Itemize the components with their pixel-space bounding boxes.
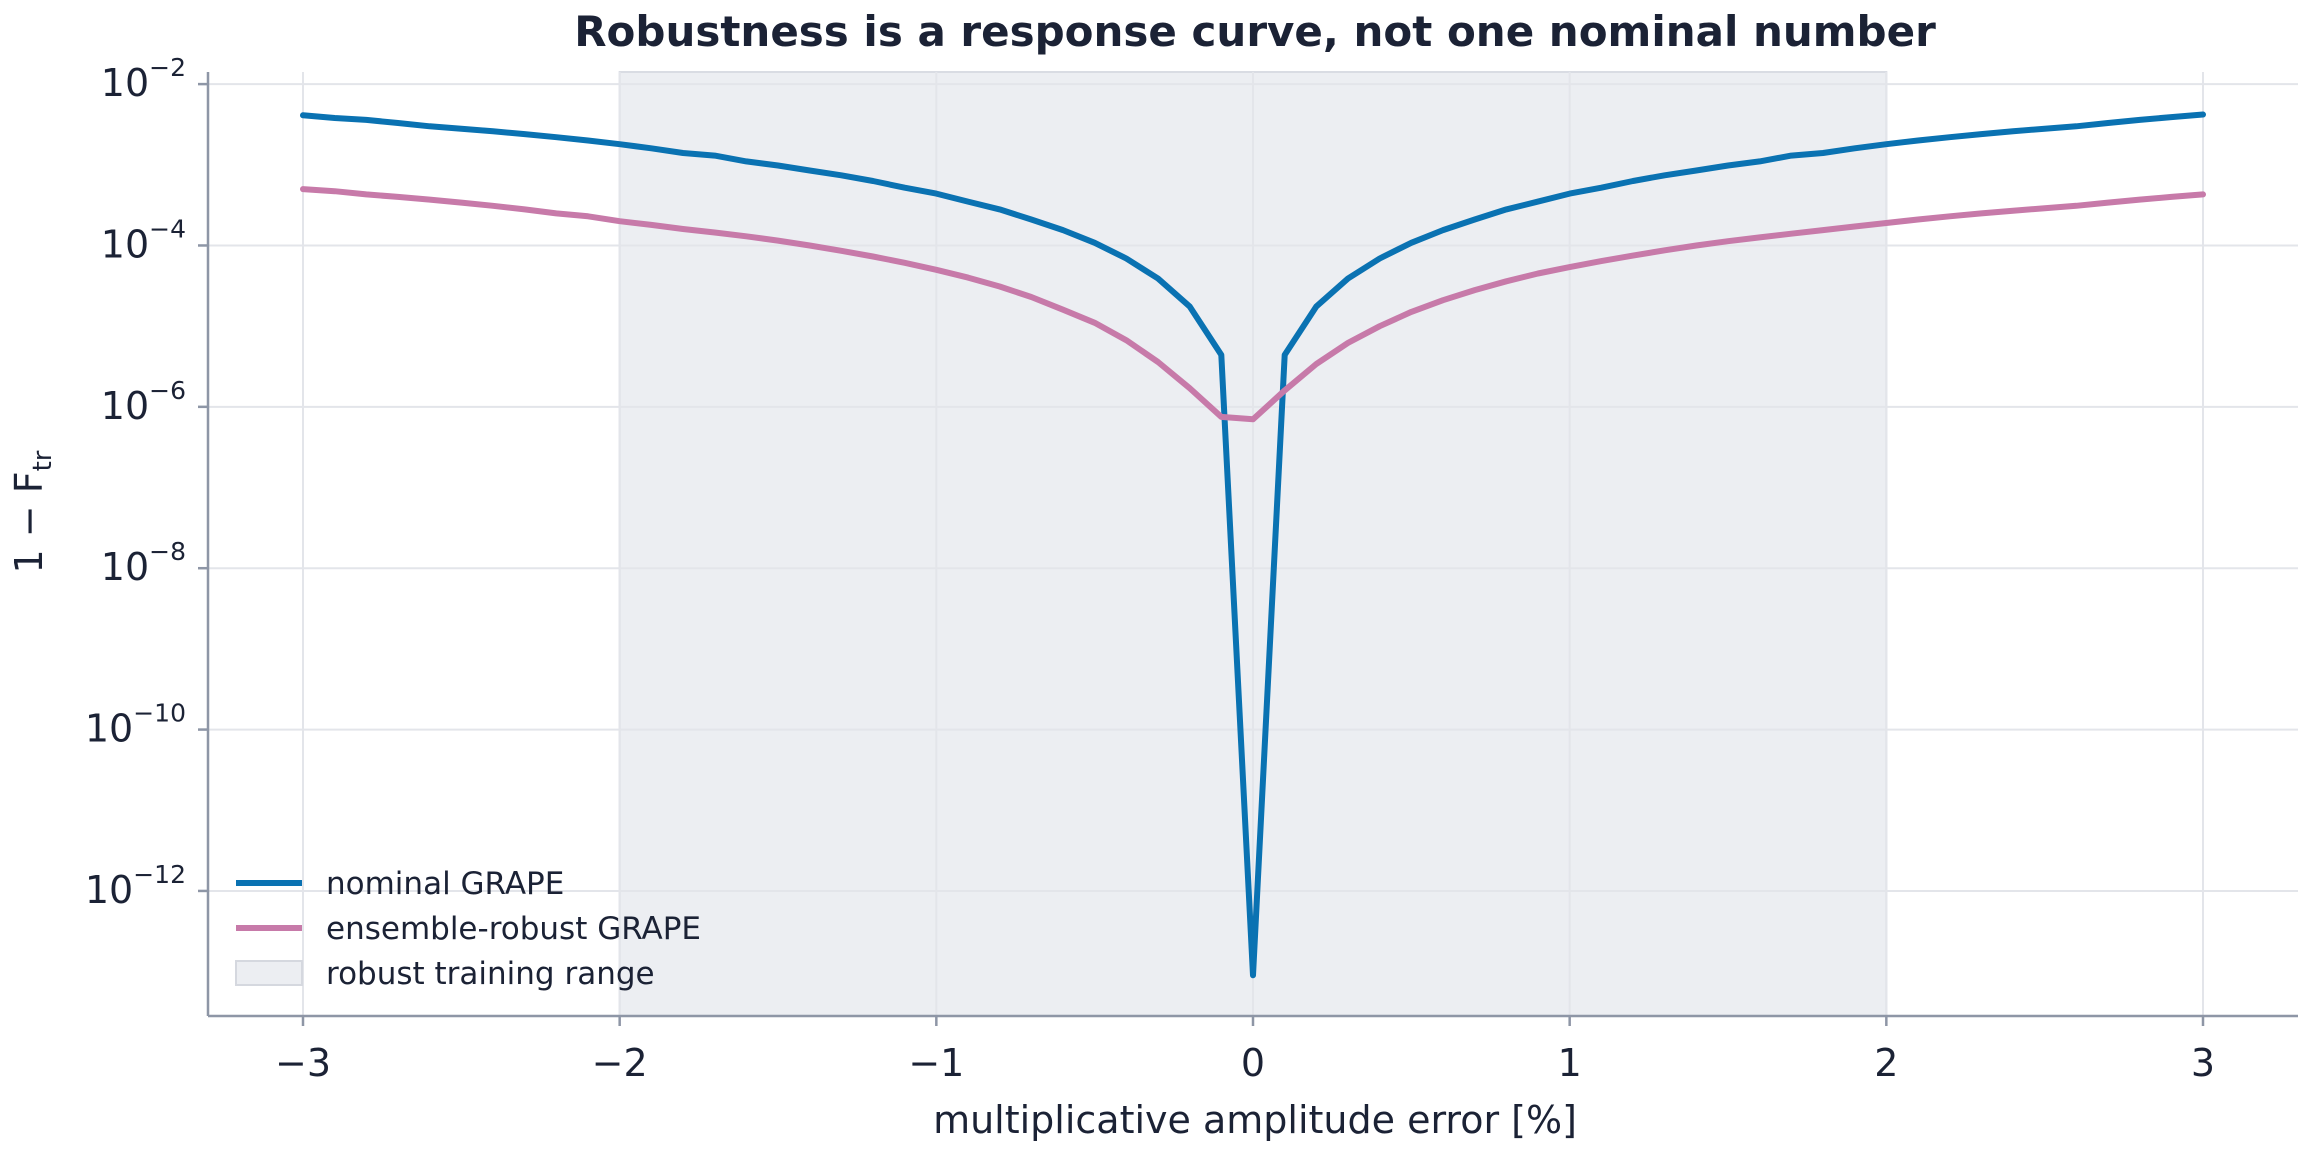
- y-tick-label: 10−4: [101, 214, 186, 266]
- legend-label: nominal GRAPE: [326, 866, 564, 902]
- y-axis-label-main: 1 − F: [7, 471, 51, 573]
- series-line-nominal-grape: [300, 111, 2206, 979]
- y-tick-label: 10−8: [101, 537, 186, 589]
- y-tick-label: 10−6: [101, 376, 186, 428]
- y-axis-label-sub: tr: [28, 450, 58, 471]
- chart-title: Robustness is a response curve, not one …: [574, 7, 1936, 56]
- x-tick-label: −2: [592, 1041, 648, 1085]
- x-tick-label: 3: [2191, 1041, 2215, 1085]
- grid-layer: [208, 72, 2298, 1016]
- x-tick-label: 0: [1241, 1041, 1265, 1085]
- series-line-ensemble-robust-grape: [300, 186, 2206, 423]
- x-tick-label: −3: [275, 1041, 331, 1085]
- ticks-layer: −3 −2 −1 0 1 2 3 10−2 10−4 10−6 10−8 10−10 10−12: [85, 53, 2215, 1085]
- legend-item-nominal-grape: nominal GRAPE: [236, 866, 564, 902]
- legend: nominal GRAPE ensemble-robust GRAPE robust…: [235, 866, 701, 992]
- x-tick-label: 2: [1874, 1041, 1898, 1085]
- x-axis-label: multiplicative amplitude error [%]: [933, 1098, 1577, 1142]
- y-axis-label: 1 − Ftr: [7, 450, 58, 573]
- legend-label: robust training range: [326, 956, 655, 992]
- y-tick-label: 10−10: [85, 699, 186, 751]
- legend-item-robust-training-range: robust training range: [235, 956, 655, 992]
- y-tick-label: 10−2: [101, 53, 186, 105]
- legend-swatch: [235, 960, 303, 986]
- legend-label: ensemble-robust GRAPE: [326, 911, 701, 947]
- legend-item-ensemble-robust-grape: ensemble-robust GRAPE: [236, 911, 701, 947]
- y-tick-label: 10−12: [85, 860, 186, 912]
- x-tick-label: −1: [908, 1041, 964, 1085]
- x-tick-label: 1: [1558, 1041, 1582, 1085]
- series-layer: [300, 111, 2206, 979]
